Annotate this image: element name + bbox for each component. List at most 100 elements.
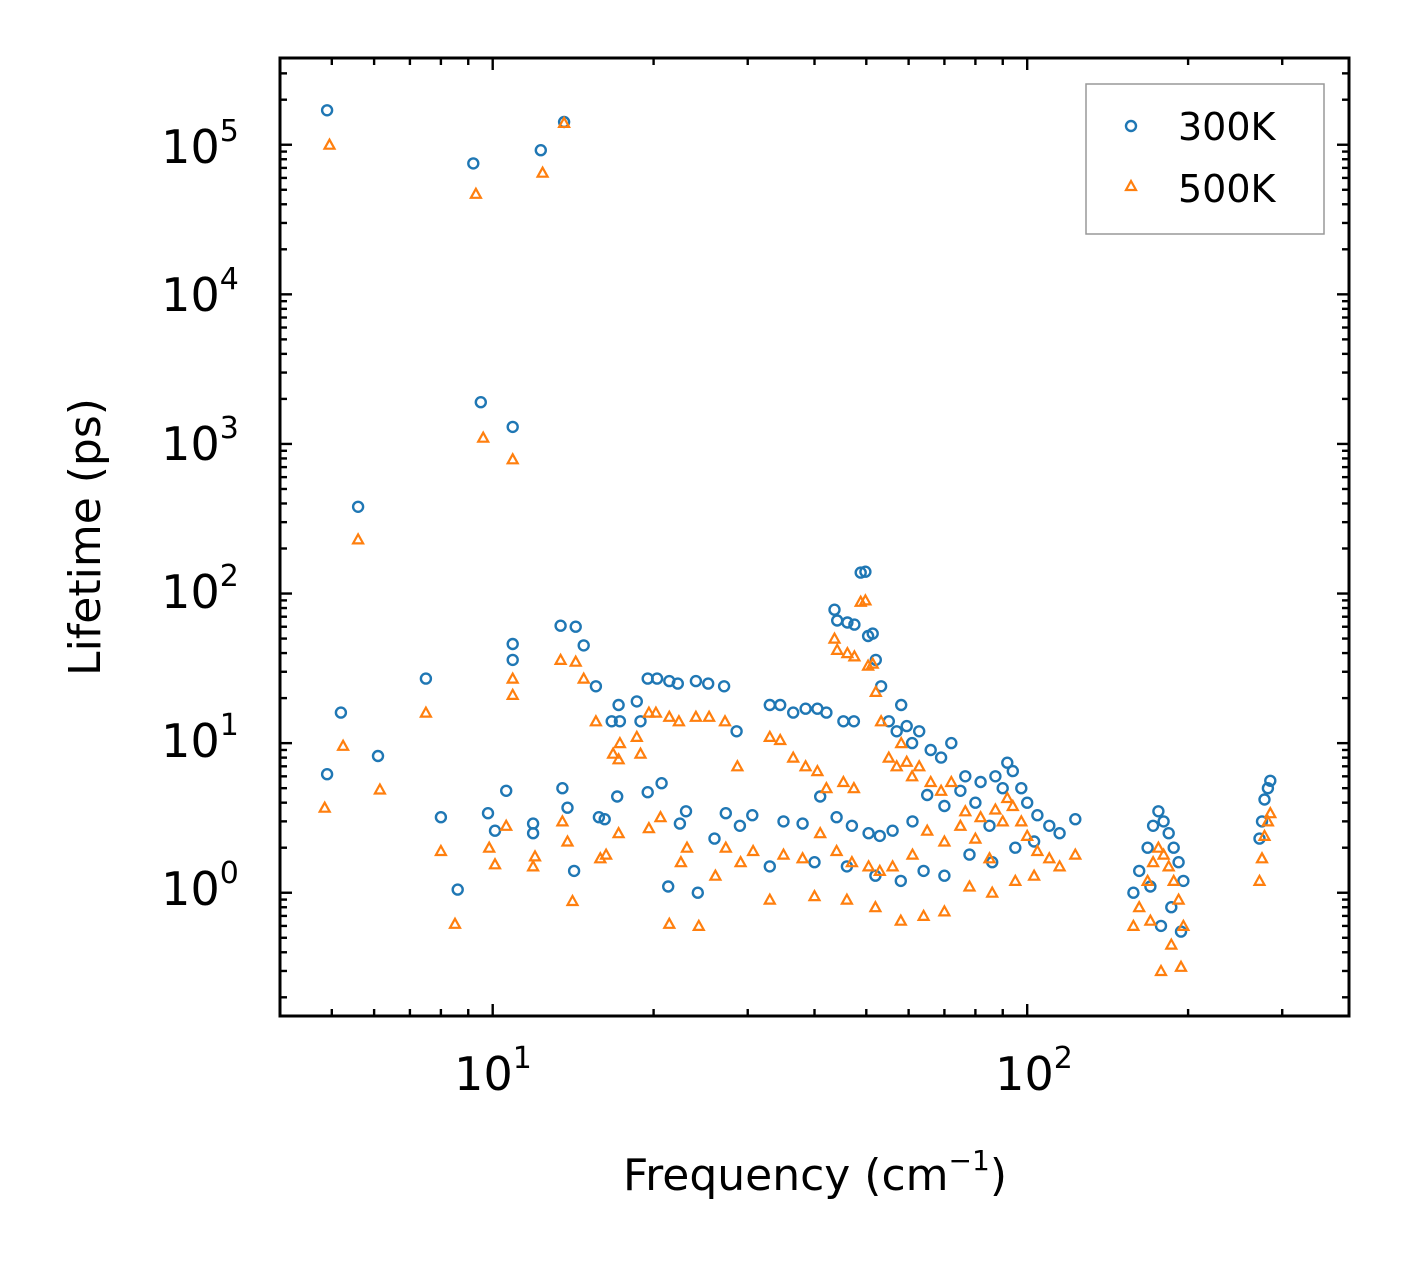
data-point-300k: [1132, 864, 1146, 878]
data-point-500k: [1176, 918, 1191, 932]
data-point-500k: [702, 709, 716, 722]
data-point-500k: [861, 859, 876, 872]
data-point-500k: [982, 851, 997, 864]
data-point-300k: [500, 784, 513, 797]
data-point-500k: [1143, 913, 1158, 926]
data-point-500k: [1005, 798, 1020, 812]
data-point-500k: [1027, 868, 1041, 881]
data-point-300k: [730, 725, 743, 738]
data-point-500k: [1014, 814, 1029, 827]
data-point-500k: [912, 759, 927, 772]
data-point-500k: [1252, 873, 1267, 887]
data-point-500k: [1174, 959, 1188, 972]
data-point-500k: [662, 709, 677, 722]
data-point-500k: [905, 847, 920, 860]
data-point-500k: [336, 738, 350, 751]
data-point-500k: [829, 843, 844, 857]
data-point-300k: [334, 706, 348, 719]
data-point-300k: [598, 813, 611, 826]
data-point-300k: [655, 777, 668, 790]
data-point-500k: [611, 752, 626, 765]
data-point-500k: [762, 729, 777, 743]
data-point-500k: [889, 759, 904, 772]
data-point-500k: [505, 671, 520, 684]
data-point-500k: [469, 186, 483, 199]
data-point-300k: [996, 782, 1009, 795]
data-point-500k: [499, 818, 514, 831]
data-point-500k: [1161, 859, 1176, 872]
data-point-500k: [795, 851, 810, 864]
data-point-300k: [708, 832, 721, 845]
data-point-300k: [1167, 841, 1180, 854]
data-point-300k: [954, 784, 967, 797]
data-point-500k: [868, 684, 883, 698]
data-point-500k: [762, 892, 777, 905]
data-point-500k: [505, 452, 520, 465]
data-point-300k: [938, 799, 951, 813]
data-point-300k: [974, 775, 987, 789]
data-point-500k: [937, 834, 952, 847]
data-point-500k: [923, 774, 938, 788]
data-point-300k: [679, 805, 693, 818]
y-tick-label-10-5: 105: [161, 114, 239, 174]
data-point-300k: [983, 819, 996, 832]
legend-label-300k: 300K: [1178, 105, 1277, 149]
data-point-500k: [1257, 828, 1272, 842]
data-point-500k: [861, 658, 875, 671]
data-point-300k: [763, 860, 776, 873]
data-point-300k: [895, 698, 908, 712]
data-point-500k: [689, 709, 703, 722]
data-point-500k: [419, 705, 433, 718]
data-point-500k: [613, 735, 627, 749]
data-point-300k: [814, 790, 827, 803]
data-point-500k: [830, 642, 845, 656]
data-point-300k: [777, 815, 790, 828]
data-point-300k: [351, 500, 365, 513]
data-point-500k: [1008, 873, 1023, 887]
data-point-500k: [1164, 937, 1179, 950]
data-point-300k: [1261, 782, 1275, 795]
legend: 300K 500K: [1085, 83, 1325, 235]
data-point-500k: [1154, 963, 1168, 977]
data-point-500k: [733, 854, 748, 868]
data-point-500k: [868, 899, 883, 913]
data-point-300k: [963, 848, 976, 861]
data-point-500k: [672, 714, 686, 727]
data-point-500k: [1068, 847, 1083, 860]
data-point-500k: [798, 759, 813, 772]
data-point-300k: [1152, 805, 1165, 818]
data-point-300k: [917, 864, 930, 878]
series-500k: [317, 115, 1278, 977]
data-point-500k: [373, 782, 387, 795]
data-point-500k: [872, 863, 887, 877]
data-point-500k: [995, 814, 1010, 827]
data-point-300k: [848, 618, 861, 631]
data-point-500k: [893, 913, 908, 926]
data-point-300k: [506, 637, 519, 651]
data-point-300k: [719, 807, 732, 820]
data-point-500k: [1140, 873, 1155, 887]
data-point-300k: [650, 672, 664, 685]
data-point-500k: [1261, 814, 1275, 827]
data-point-500k: [813, 825, 828, 839]
data-point-300k: [419, 672, 433, 685]
data-point-500k: [560, 834, 575, 847]
data-point-300k: [506, 420, 519, 434]
data-point-300k: [774, 698, 787, 712]
data-point-300k: [862, 827, 875, 840]
data-point-300k: [673, 817, 687, 830]
data-point-500k: [968, 831, 983, 844]
data-point-500k: [905, 769, 919, 782]
data-point-500k: [899, 754, 914, 767]
data-point-300k: [556, 782, 569, 795]
data-point-500k: [488, 857, 502, 870]
data-point-500k: [322, 137, 337, 150]
data-point-300k: [481, 807, 495, 820]
plot-frame: [278, 56, 1351, 1018]
data-point-300k: [320, 768, 334, 781]
data-point-500k: [845, 854, 859, 868]
data-point-300k: [1069, 813, 1082, 826]
data-point-300k: [1165, 901, 1178, 914]
data-point-300k: [320, 104, 334, 117]
data-point-300k: [451, 883, 464, 896]
